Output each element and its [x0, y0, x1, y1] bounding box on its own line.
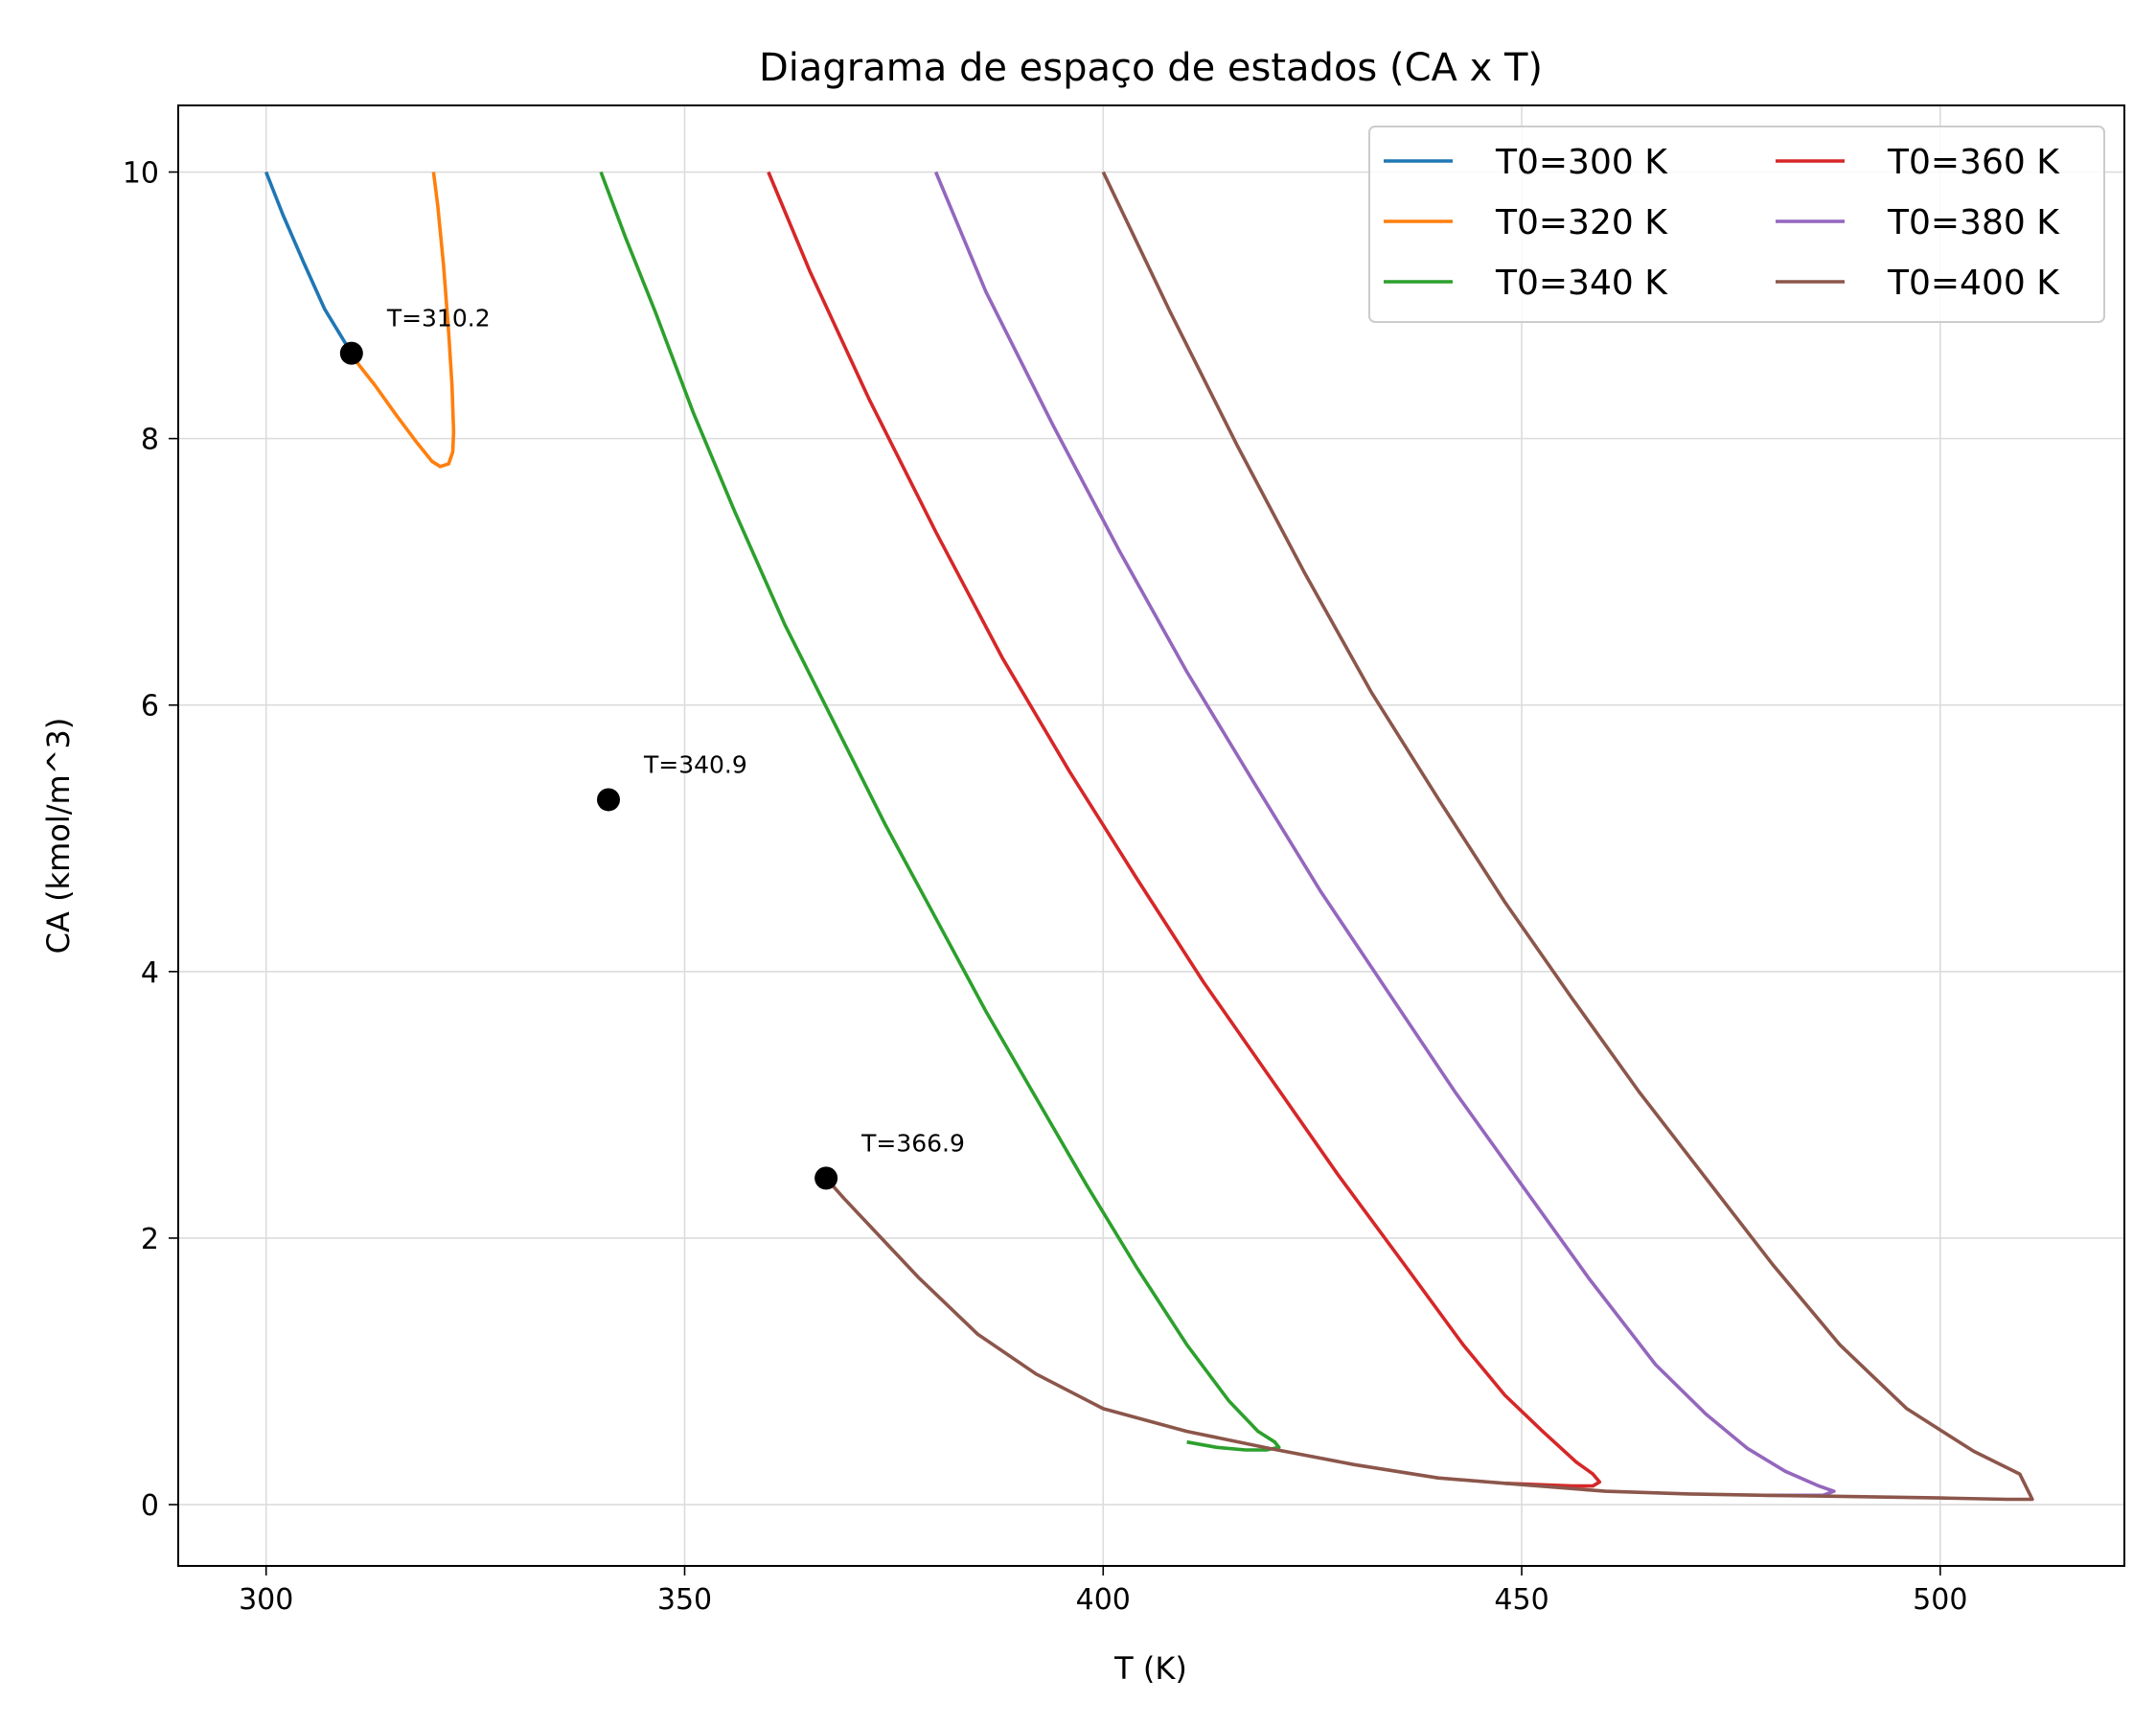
legend-label: T0=320 K — [1495, 203, 1668, 242]
series-line — [264, 171, 354, 355]
y-tick-label: 2 — [141, 1223, 159, 1256]
y-tick-label: 8 — [141, 424, 159, 457]
y-tick-label: 6 — [141, 690, 159, 724]
series-line — [933, 171, 1836, 1498]
y-tick-label: 0 — [141, 1489, 159, 1523]
series-line — [824, 171, 2034, 1502]
legend-label: T0=300 K — [1495, 143, 1668, 182]
series-lines — [264, 171, 2034, 1502]
x-tick-label: 400 — [1076, 1583, 1131, 1617]
axis-ticks: 300 350 400 450 500 0 2 4 6 8 10 — [123, 157, 1968, 1617]
x-tick-label: 450 — [1494, 1583, 1548, 1617]
x-tick-label: 300 — [239, 1583, 293, 1617]
equilibrium-point — [814, 1166, 838, 1190]
legend-label: T0=380 K — [1887, 203, 2060, 242]
equilibrium-label: T=310.2 — [386, 305, 491, 333]
equilibrium-label: T=340.9 — [643, 750, 747, 778]
chart-title: Diagrama de espaço de estados (CA x T) — [759, 46, 1543, 90]
plot-frame — [177, 104, 2125, 1567]
legend-box — [1368, 126, 2105, 323]
x-axis-label: T (K) — [1113, 1650, 1187, 1687]
equilibrium-label: T=366.9 — [860, 1129, 965, 1157]
y-tick-label: 4 — [141, 956, 159, 990]
legend: T0=300 K T0=320 K T0=340 K T0=360 K T0=380 K… — [1368, 126, 2105, 323]
x-tick-label: 500 — [1913, 1583, 1967, 1617]
y-axis-label: CA (kmol/m^3) — [40, 718, 77, 954]
equilibrium-point — [597, 788, 621, 812]
series-line — [767, 171, 1602, 1488]
equilibrium-markers: T=310.2 T=340.9 T=366.9 — [339, 305, 965, 1190]
legend-label: T0=400 K — [1887, 264, 2060, 303]
legend-label: T0=340 K — [1495, 264, 1668, 303]
equilibrium-point — [339, 341, 363, 365]
y-tick-label: 10 — [123, 157, 159, 191]
x-tick-label: 350 — [657, 1583, 712, 1617]
legend-label: T0=360 K — [1887, 143, 2060, 182]
series-line — [350, 172, 456, 469]
